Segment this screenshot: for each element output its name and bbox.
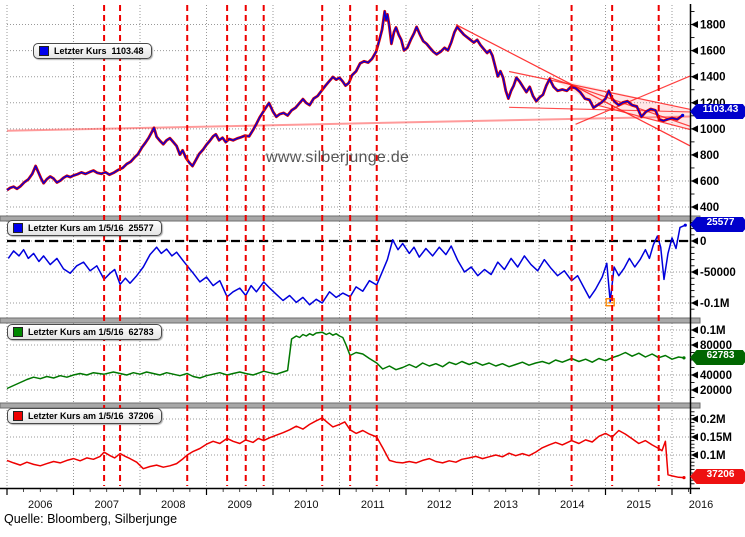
legend-swatch-blue — [13, 223, 23, 233]
crash-event-lines — [103, 5, 660, 486]
gridlines — [6, 5, 690, 486]
bottom-axis: 2006 2007 2008 2009 2010 2011 2012 2013 2014 2015… — [0, 487, 713, 511]
year-label: 2015 — [627, 499, 651, 511]
legend-red-indicator: Letzter Kurs am 1/5/16 37206 — [7, 408, 162, 424]
legend-blue-indicator: Letzter Kurs am 1/5/16 25577 — [7, 220, 162, 236]
axis-tick-label: 1800 — [700, 20, 726, 32]
blue-indicator-panel-series-line — [7, 224, 686, 306]
trend-line — [575, 75, 691, 125]
axis-tick-label: 0.15M — [700, 432, 732, 444]
red-indicator-panel-last-point — [682, 476, 686, 480]
axis-tick-label: 20000 — [700, 385, 732, 397]
axis-tick-label: 1400 — [700, 72, 726, 84]
axis-tick-label: -50000 — [700, 267, 736, 279]
year-label: 2007 — [95, 499, 119, 511]
right-axis: 180016001400120010008006004000-50000-0.1… — [689, 4, 736, 494]
blue-indicator-panel-last-point — [683, 223, 687, 227]
legend-label: Letzter Kurs 1103.48 — [54, 46, 144, 56]
axis-tick-label: 600 — [700, 176, 719, 188]
year-label: 2011 — [361, 499, 385, 511]
year-label: 2008 — [161, 499, 185, 511]
axis-tick-label: -0.1M — [700, 298, 729, 310]
year-label: 2012 — [427, 499, 451, 511]
axis-tick-label: 0.1M — [700, 325, 726, 337]
year-label: 2009 — [228, 499, 252, 511]
last-value-tag-green: 62783 — [690, 350, 745, 365]
axis-tick-label: 0.2M — [700, 414, 726, 426]
year-label: 2006 — [28, 499, 52, 511]
price-panel-last-point — [681, 113, 685, 117]
legend-green-indicator: Letzter Kurs am 1/5/16 62783 — [7, 324, 162, 340]
legend-label: Letzter Kurs am 1/5/16 62783 — [28, 327, 154, 337]
axis-tick-label: 1000 — [700, 124, 726, 136]
last-value-tag-red: 37206 — [690, 469, 745, 484]
axis-tick-label: 40000 — [700, 370, 732, 382]
axis-tick-label: 0 — [700, 236, 706, 248]
trend-line — [508, 70, 691, 110]
year-label: 2010 — [294, 499, 318, 511]
legend-price-panel: Letzter Kurs 1103.48 — [33, 43, 152, 59]
axis-tick-label: 1600 — [700, 46, 726, 58]
red-indicator-panel-series-line — [6, 417, 685, 479]
year-label: 2016 — [689, 499, 713, 511]
axis-tick-label: 800 — [700, 150, 719, 162]
last-value-tag-blue: 25577 — [690, 217, 745, 232]
green-indicator-panel-series-line — [6, 331, 685, 390]
axis-tick-label: 400 — [700, 202, 719, 214]
trend-line — [509, 106, 690, 113]
last-value-tag-price: 1103.43 — [690, 104, 745, 119]
legend-swatch-green — [13, 327, 23, 337]
legend-swatch-red — [13, 411, 23, 421]
price-panel-series-line — [6, 10, 683, 191]
axis-tick-label: 0.1M — [700, 450, 726, 462]
legend-swatch-blue — [39, 46, 49, 56]
year-label: 2014 — [560, 499, 584, 511]
orange-low-marker — [605, 298, 615, 307]
axis-tick-label: 80000 — [700, 340, 732, 352]
source-note: Quelle: Bloomberg, Silberjunge — [4, 512, 178, 526]
green-indicator-panel-last-point — [682, 356, 686, 360]
year-label: 2013 — [494, 499, 518, 511]
watermark: www.silberjunge.de — [266, 149, 410, 166]
legend-label: Letzter Kurs am 1/5/16 25577 — [28, 223, 154, 233]
legend-label: Letzter Kurs am 1/5/16 37206 — [28, 411, 154, 421]
